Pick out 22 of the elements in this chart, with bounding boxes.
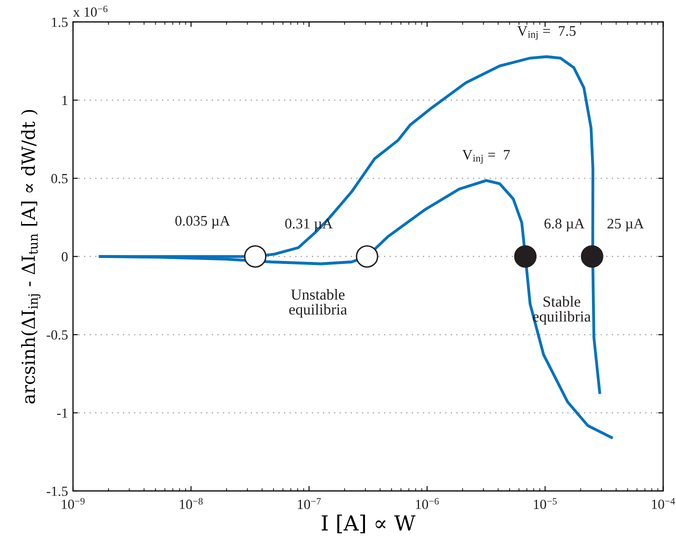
annotation: Unstable equilibria [289, 288, 347, 318]
x-tick-label: 10$^{−7}$ [298, 498, 321, 510]
annotation: V$_{inj}$ = 7.5 [517, 26, 576, 40]
y-tick-label: 0 [62, 252, 68, 262]
x-tick-label: 10$^{−5}$ [534, 498, 557, 510]
x-tick-label: 10$^{−4}$ [652, 498, 675, 509]
x-tick-label: 10$^{−8}$ [180, 498, 203, 510]
y-tick-label: 1.5 [52, 18, 68, 27]
text: x 10$^{−6}$ [73, 6, 108, 17]
x-tick-label: 10$^{−6}$ [416, 498, 439, 510]
annotation: 0.035 µA [175, 216, 230, 229]
y-tick-label: -1 [57, 408, 68, 418]
x-tick-label: 10$^{−9}$ [62, 498, 85, 510]
y-tick-label: -1.5 [46, 486, 68, 496]
x-axis-title: I [A] ∝ W [322, 514, 416, 534]
y-tick-label: 1 [62, 96, 68, 105]
annotation: V$_{inj}$ = 7 [462, 150, 510, 164]
y-tick-label: 0.5 [51, 174, 68, 184]
y-tick-label: -0.5 [46, 330, 68, 340]
y-axis-title: arcsinh(ΔI$_{inj}$ - ΔI$_{tun}$ [A] ∝ dW/dt ) [21, 110, 40, 404]
annotation: 6.8 µA [544, 218, 585, 232]
annotation: 25 µA [607, 218, 644, 232]
